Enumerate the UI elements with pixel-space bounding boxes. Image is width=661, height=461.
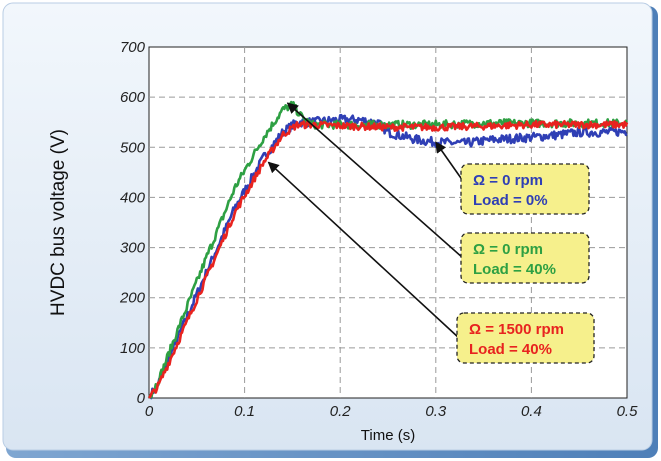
annotation-arrow <box>435 141 464 182</box>
annotation-arrow <box>267 161 460 339</box>
x-tick-label: 0.1 <box>234 403 255 420</box>
annotation-callout: Ω = 0 rpm Load = 40% <box>286 102 590 284</box>
annotation-line2: Load = 40% <box>473 261 556 278</box>
y-tick-label: 300 <box>120 240 146 257</box>
series-line-1 <box>147 113 628 400</box>
y-axis-label: HVDC bus voltage (V) <box>48 129 69 316</box>
annotation-line2: Load = 0% <box>473 192 548 209</box>
annotation-arrow <box>286 102 464 259</box>
y-tick-label: 100 <box>120 340 146 357</box>
y-tick-label: 400 <box>120 189 146 206</box>
annotation-box <box>460 163 590 215</box>
y-tick-label: 500 <box>120 139 146 156</box>
series-line-3 <box>147 120 629 399</box>
x-tick-label: 0.4 <box>521 403 542 420</box>
y-tick-label: 200 <box>119 290 146 307</box>
tick-labels: 0 100 200 300 400 500 600 700 0 0.1 0.2 0.3 0.4 0.5 <box>119 39 638 420</box>
annotation-line1: Ω = 0 rpm <box>473 241 543 258</box>
x-tick-label: 0 <box>145 403 154 420</box>
y-tick-label: 0 <box>137 390 146 407</box>
annotation-line1: Ω = 0 rpm <box>473 172 543 189</box>
annotation-line2: Load = 40% <box>469 341 552 358</box>
annotation-callout: Ω = 0 rpm Load = 0% <box>435 141 590 215</box>
annotation-box <box>456 312 595 364</box>
y-tick-label: 600 <box>120 89 146 106</box>
annotation-line1: Ω = 1500 rpm <box>469 321 564 338</box>
x-axis-label: Time (s) <box>361 427 415 444</box>
x-tick-label: 0.5 <box>617 403 639 420</box>
y-tick-label: 700 <box>120 39 146 56</box>
annotation-box <box>460 232 590 284</box>
x-tick-label: 0.3 <box>425 403 447 420</box>
data-series <box>147 100 629 400</box>
annotation-callout: Ω = 1500 rpm Load = 40% <box>267 161 595 364</box>
x-tick-label: 0.2 <box>330 403 352 420</box>
